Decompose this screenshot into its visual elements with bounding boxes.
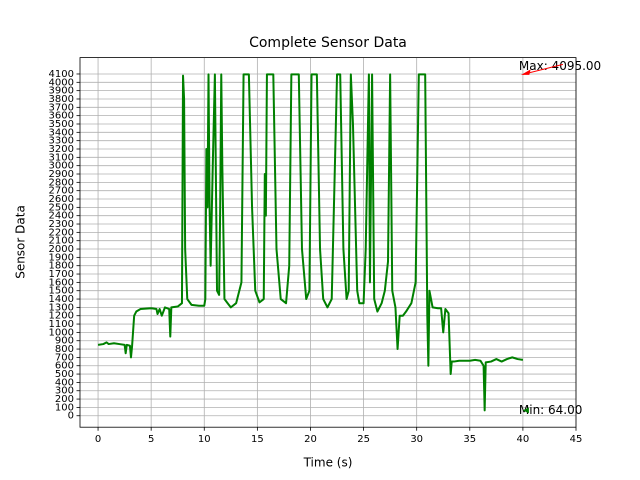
x-tick-label: 30 [410,434,423,445]
y-tick-label: 1600 [49,277,74,288]
y-tick-label: 2400 [49,211,74,222]
x-tick-label: 0 [95,434,101,445]
data-line [97,73,524,412]
y-tick-label: 400 [55,377,74,388]
y-tick-label: 3100 [49,152,74,163]
y-tick-label: 4000 [49,77,74,88]
y-tick-label: 3500 [49,119,74,130]
y-tick-label: 0 [68,411,74,422]
y-tick-label: 2100 [49,236,74,247]
y-tick-label: 1700 [49,269,74,280]
y-tick-label: 1900 [49,252,74,263]
x-tick-label: 25 [357,434,370,445]
y-tick-label: 3900 [49,86,74,97]
y-tick-label: 1200 [49,311,74,322]
x-tick-label: 20 [304,434,317,445]
y-tick-label: 2200 [49,227,74,238]
y-tick-label: 800 [55,344,74,355]
annotation-arrowhead [522,407,529,414]
y-tick-label: 4100 [49,69,74,80]
y-tick-label: 2700 [49,186,74,197]
annotation-text: Max: 4095.00 [519,59,601,73]
y-tick-label: 1400 [49,294,74,305]
y-tick-label: 2300 [49,219,74,230]
y-tick-label: 600 [55,361,74,372]
annotation-text: Min: 64.00 [519,403,583,417]
annotation-arrowhead [521,69,531,75]
y-tick-label: 200 [55,394,74,405]
y-tick-label: 900 [55,336,74,347]
y-tick-label: 2800 [49,177,74,188]
y-tick-label: 1300 [49,302,74,313]
x-tick-label: 10 [198,434,211,445]
y-tick-label: 500 [55,369,74,380]
y-tick-label: 1100 [49,319,74,330]
x-tick-label: 5 [148,434,154,445]
x-tick-label: 15 [251,434,264,445]
y-tick-label: 1800 [49,261,74,272]
y-tick-label: 2600 [49,194,74,205]
x-tick-label: 35 [463,434,476,445]
x-tick-label: 45 [570,434,583,445]
y-tick-label: 2500 [49,202,74,213]
y-tick-label: 700 [55,352,74,363]
plot-frame [79,57,577,428]
y-axis-label: Sensor Data [14,205,28,279]
y-tick-label: 3200 [49,144,74,155]
y-tick-label: 1500 [49,286,74,297]
x-axis-label: Time (s) [303,456,353,470]
y-tick-label: 2000 [49,244,74,255]
y-tick-label: 3800 [49,94,74,105]
y-tick-label: 3400 [49,127,74,138]
y-tick-label: 300 [55,386,74,397]
y-tick-label: 3300 [49,136,74,147]
y-tick-label: 3700 [49,102,74,113]
y-tick-label: 3600 [49,111,74,122]
y-tick-label: 1000 [49,327,74,338]
y-tick-label: 2900 [49,169,74,180]
chart-title: Complete Sensor Data [249,35,407,51]
x-tick-label: 40 [517,434,530,445]
y-tick-label: 3000 [49,161,74,172]
y-tick-label: 100 [55,402,74,413]
